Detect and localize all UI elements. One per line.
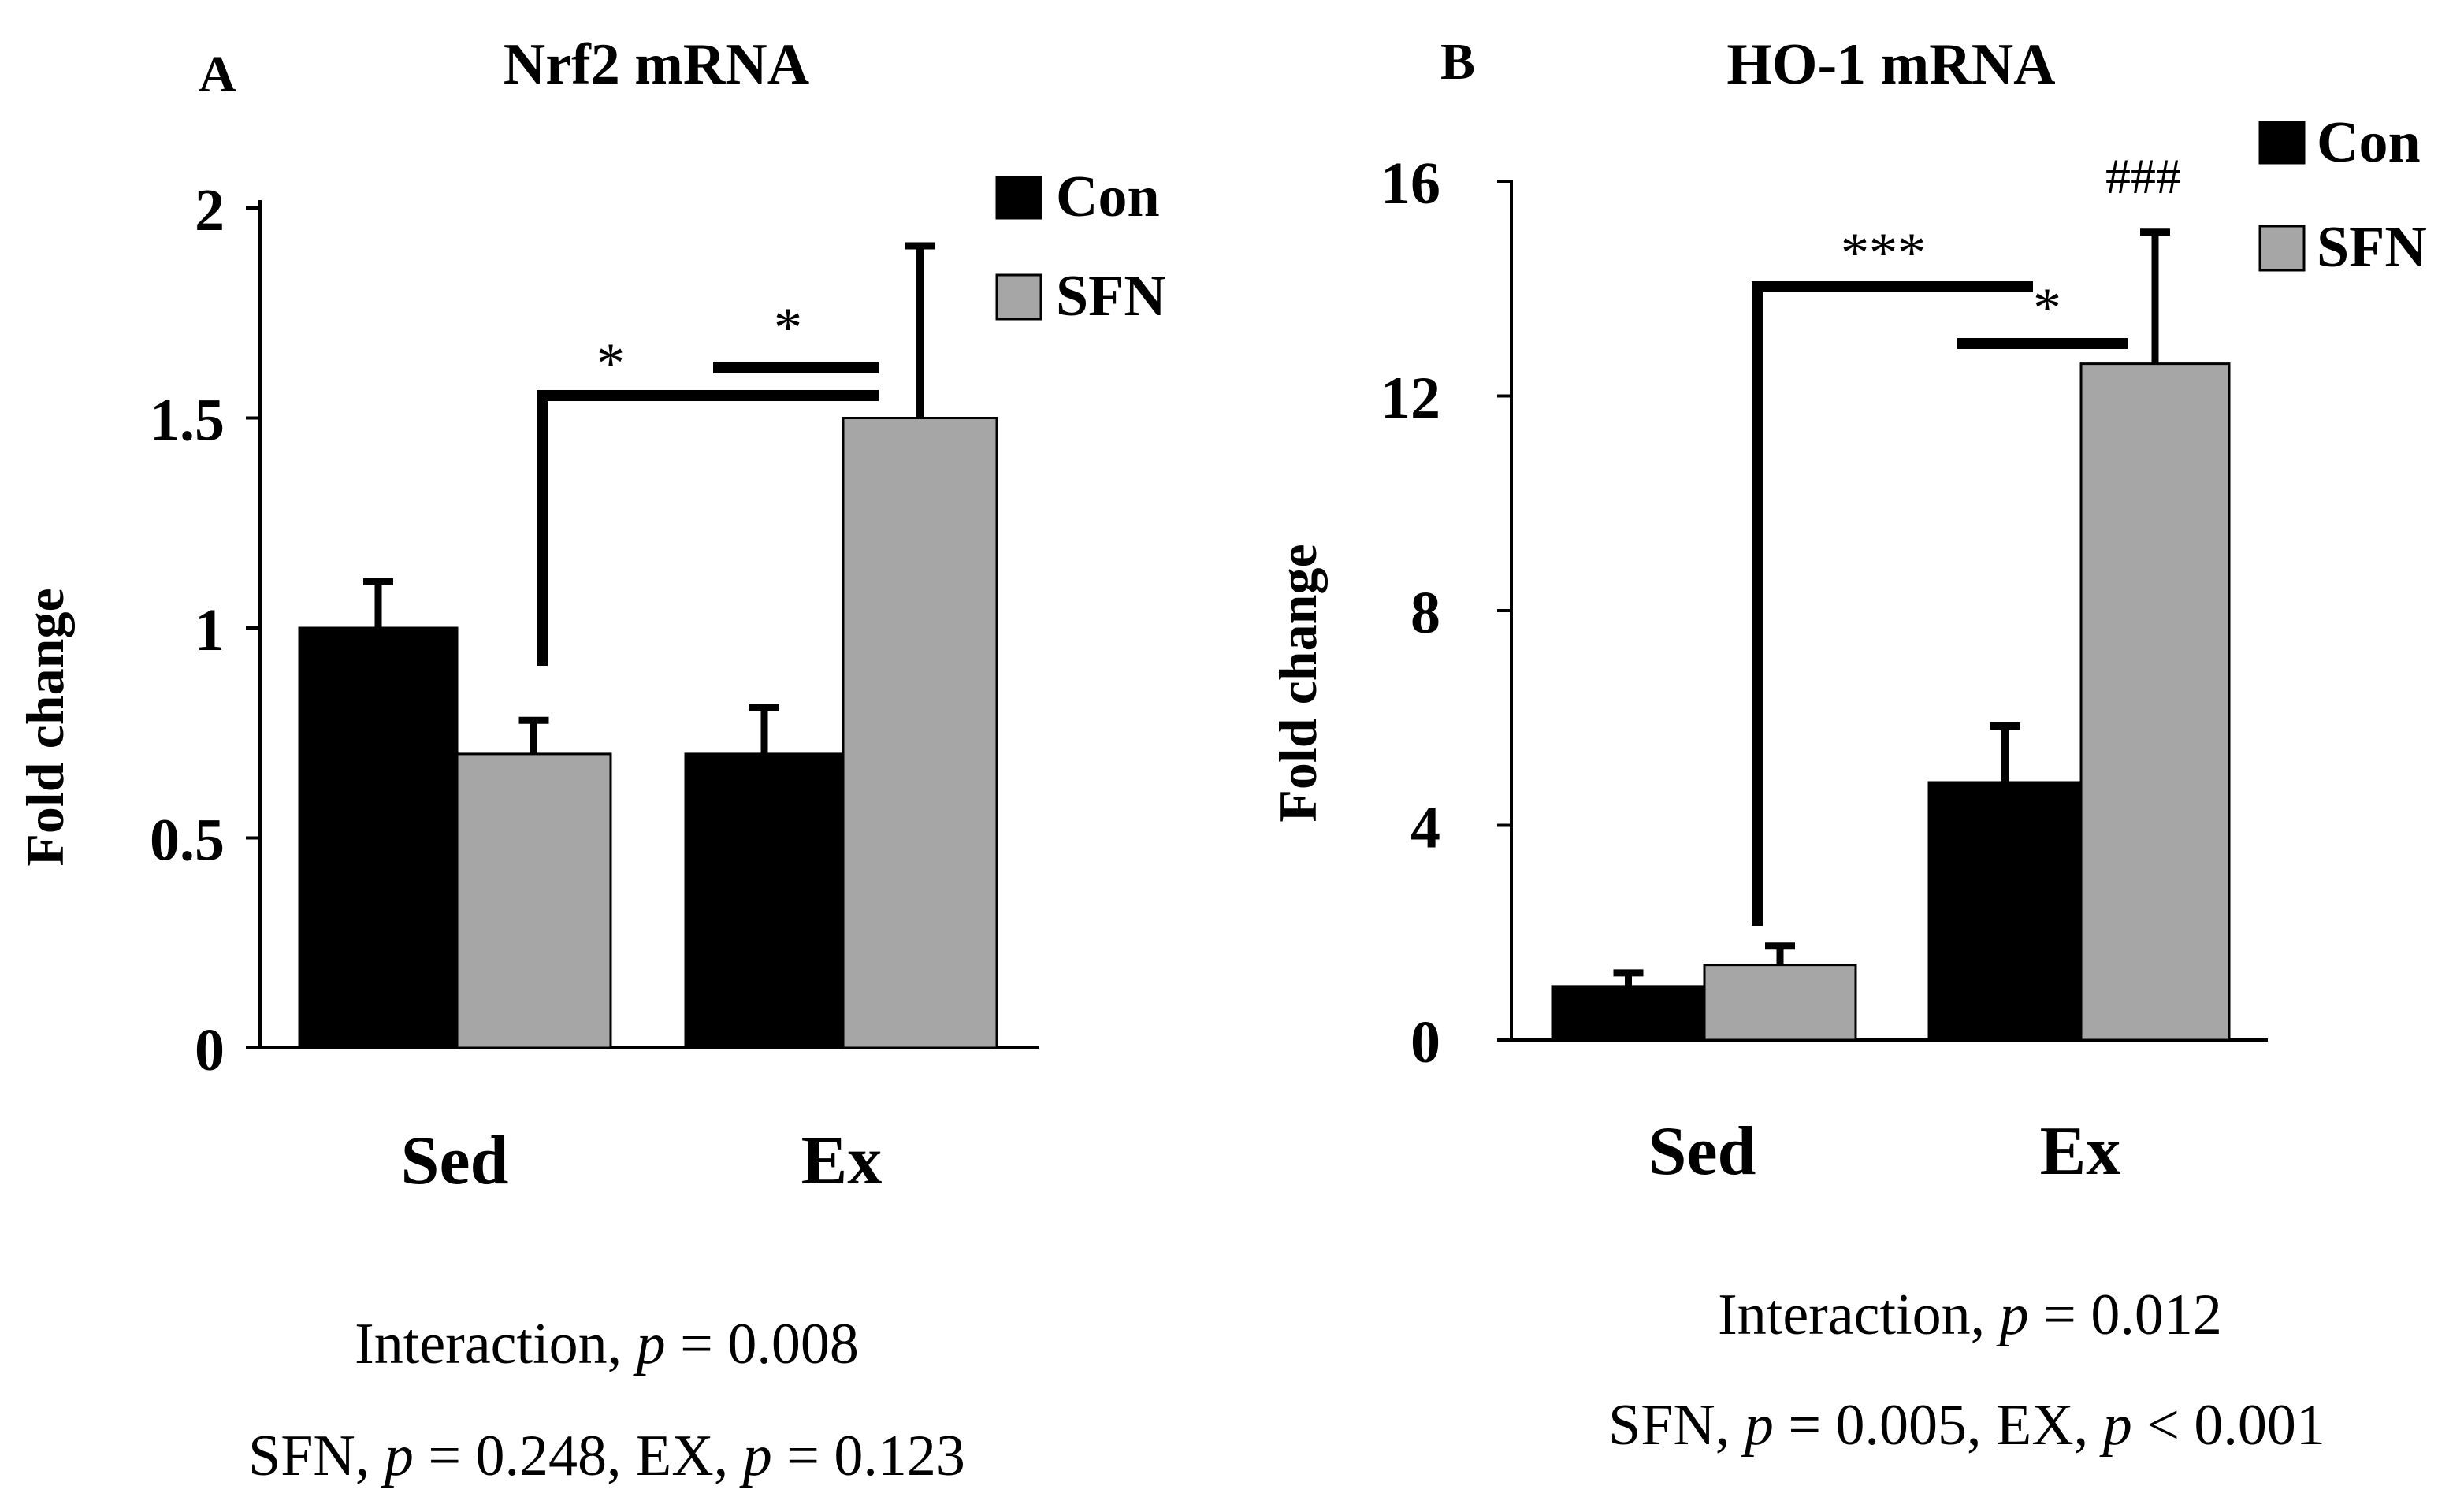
panel-b-errorbar-ex-con bbox=[1990, 722, 2020, 782]
panel-b-bar-sed-sfn bbox=[1703, 964, 1857, 1042]
panel-a-tick-labels: 0 0.5 1 1.5 2 bbox=[150, 177, 225, 1083]
panel-b-significance-brackets bbox=[1752, 281, 2128, 926]
panel-b-ytick-label: 0 bbox=[1410, 1009, 1440, 1075]
panel-b-significance-stars-1: *** bbox=[1841, 221, 1926, 284]
panel-b-errorbar-ex-sfn bbox=[2140, 228, 2170, 364]
panel-a-significance-brackets bbox=[537, 362, 879, 666]
panel-a-errorbar-sed-sfn bbox=[518, 716, 549, 754]
panel-b-bar-ex-sfn bbox=[2079, 362, 2231, 1042]
panel-a-title: Nrf2 mRNA bbox=[504, 32, 809, 97]
panel-b-bars bbox=[1551, 228, 2231, 1042]
panel-b-ytick-label: 4 bbox=[1410, 795, 1440, 861]
panel-a-bars bbox=[298, 242, 998, 1049]
panel-a-errorbar-ex-con bbox=[749, 704, 779, 754]
panel-a-legend-swatch-sfn bbox=[995, 273, 1042, 321]
panel-b-ytick-label: 16 bbox=[1381, 150, 1440, 217]
panel-b-legend-label-con: Con bbox=[2317, 110, 2421, 175]
panel-a-label: A bbox=[199, 46, 236, 103]
panel-b-legend: Con SFN bbox=[2258, 110, 2427, 280]
panel-b-stats-line-1: Interaction, p = 0.012 bbox=[1718, 1283, 2222, 1347]
panel-a-bar-ex-con bbox=[684, 752, 845, 1049]
panel-a-significance-star-2: * bbox=[774, 296, 802, 359]
panel-a-bar-sed-sfn bbox=[455, 752, 612, 1049]
panel-b-tick-labels: 0 4 8 12 16 bbox=[1381, 150, 1440, 1075]
panel-a-legend-label-sfn: SFN bbox=[1056, 264, 1166, 329]
panel-a-ytick-label: 2 bbox=[195, 177, 225, 243]
panel-a-legend: Con SFN bbox=[995, 165, 1166, 329]
panel-b-title: HO-1 mRNA bbox=[1726, 32, 2055, 97]
panel-a-legend-label-con: Con bbox=[1056, 165, 1160, 229]
panel-b-legend-swatch-con bbox=[2258, 121, 2306, 165]
panel-b-bracket-sed-sfn-vs-ex-sfn bbox=[1752, 281, 2033, 926]
panel-a-bar-ex-sfn bbox=[842, 417, 998, 1049]
panel-a-stats-line-2: SFN, p = 0.248, EX, p = 0.123 bbox=[248, 1424, 965, 1488]
panel-b: B HO-1 mRNA Fold change 0 4 8 12 16 Sed … bbox=[1268, 32, 2427, 1458]
panel-b-category-label-sed: Sed bbox=[1648, 1113, 1756, 1190]
panel-b-ytick-label: 12 bbox=[1381, 366, 1440, 432]
panel-b-bar-ex-con bbox=[1927, 781, 2083, 1042]
panel-a-bar-sed-con bbox=[298, 626, 459, 1049]
panel-b-errorbar-sed-con bbox=[1613, 969, 1644, 986]
panel-b-bar-sed-con bbox=[1551, 985, 1706, 1042]
panel-a: A Nrf2 mRNA Fold change 0 0.5 1 1.5 2 Se… bbox=[15, 32, 1166, 1488]
panel-b-ytick-label: 8 bbox=[1410, 580, 1440, 646]
panel-a-legend-swatch-con bbox=[995, 176, 1042, 220]
panel-b-label: B bbox=[1440, 33, 1475, 91]
panel-a-ytick-label: 1 bbox=[195, 597, 225, 663]
panel-a-stats-line-1: Interaction, p = 0.008 bbox=[355, 1312, 859, 1376]
panel-a-category-label-ex: Ex bbox=[801, 1123, 883, 1199]
panel-a-ytick-label: 0.5 bbox=[150, 808, 225, 874]
panel-b-legend-label-sfn: SFN bbox=[2317, 215, 2427, 280]
panel-a-bracket-sed-sfn-vs-ex-sfn bbox=[537, 390, 879, 666]
panel-b-legend-swatch-sfn bbox=[2258, 225, 2306, 272]
panel-a-ytick-label: 1.5 bbox=[150, 388, 225, 454]
panel-b-significance-star-2: * bbox=[2033, 277, 2061, 340]
panel-a-ticks bbox=[246, 206, 260, 1049]
panel-a-category-label-sed: Sed bbox=[401, 1123, 509, 1199]
panel-b-category-label-ex: Ex bbox=[2040, 1113, 2121, 1190]
panel-a-y-axis-label: Fold change bbox=[15, 588, 75, 866]
panel-a-errorbar-ex-sfn bbox=[905, 242, 935, 418]
panel-b-y-axis-label: Fold change bbox=[1268, 544, 1328, 822]
panel-b-stats-line-2: SFN, p = 0.005, EX, p < 0.001 bbox=[1608, 1393, 2325, 1458]
panel-a-errorbar-sed-con bbox=[363, 578, 393, 628]
panel-b-hash-annotation: ### bbox=[2105, 148, 2181, 204]
panel-b-errorbar-sed-sfn bbox=[1765, 942, 1795, 965]
panel-a-ytick-label: 0 bbox=[195, 1017, 225, 1083]
panel-a-significance-star-1: * bbox=[596, 332, 625, 395]
panel-b-ticks bbox=[1497, 180, 1511, 1042]
